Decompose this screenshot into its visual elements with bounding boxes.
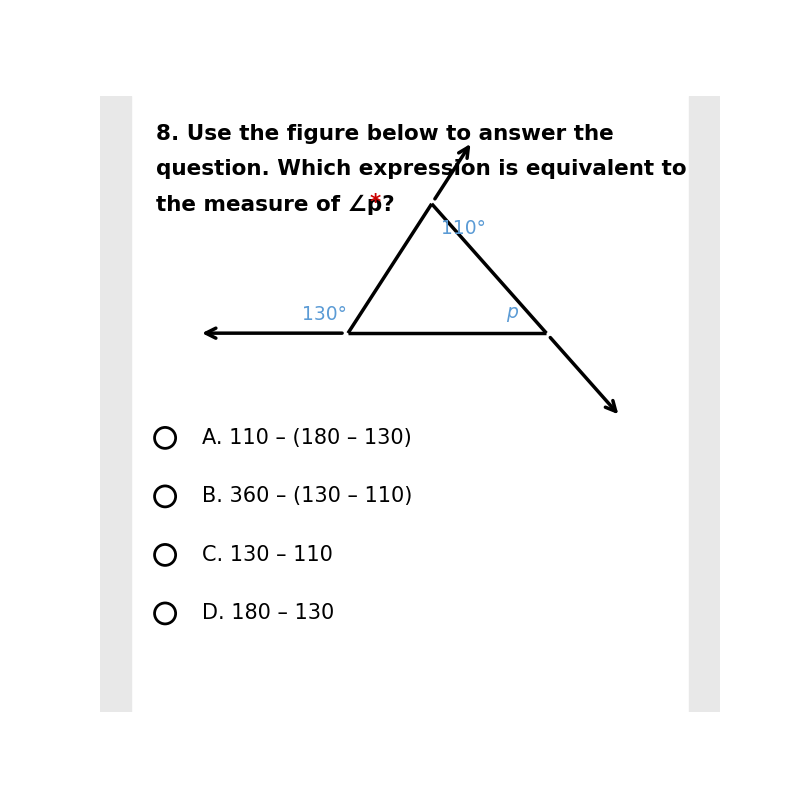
Text: C. 130 – 110: C. 130 – 110: [202, 545, 333, 565]
Bar: [100, 96, 131, 712]
Bar: [689, 96, 720, 712]
Text: D. 180 – 130: D. 180 – 130: [202, 603, 334, 623]
Text: p: p: [506, 303, 518, 322]
Text: 110°: 110°: [441, 219, 486, 238]
Text: A. 110 – (180 – 130): A. 110 – (180 – 130): [202, 428, 412, 448]
Text: 130°: 130°: [302, 305, 346, 324]
Text: the measure of ∠p?: the measure of ∠p?: [156, 195, 394, 215]
Text: *: *: [370, 194, 381, 214]
Text: B. 360 – (130 – 110): B. 360 – (130 – 110): [202, 486, 413, 506]
Text: question. Which expression is equivalent to: question. Which expression is equivalent…: [156, 159, 686, 179]
Text: 8. Use the figure below to answer the: 8. Use the figure below to answer the: [156, 124, 614, 144]
